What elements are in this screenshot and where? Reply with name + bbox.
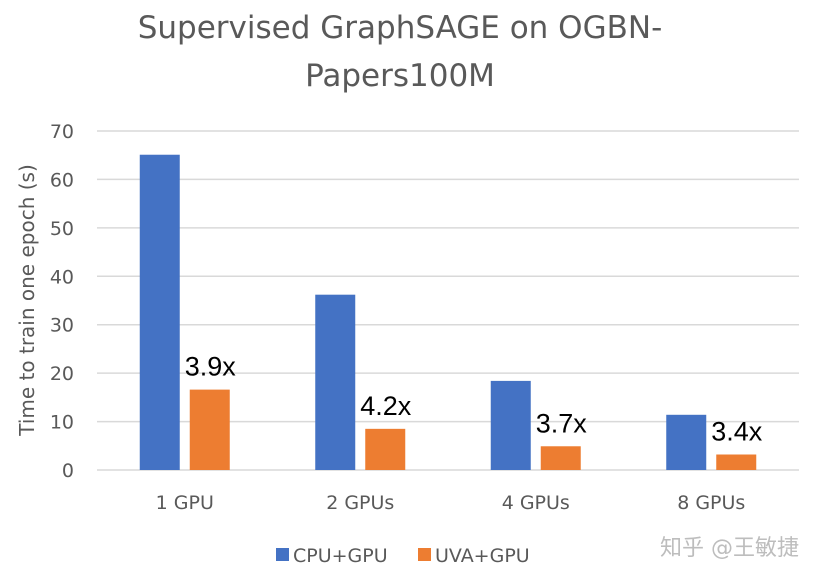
- x-tick-label: 4 GPUs: [502, 492, 570, 514]
- y-tick-label: 20: [50, 363, 74, 385]
- bar-cpu-gpu: [666, 414, 707, 470]
- y-tick-label: 60: [50, 169, 74, 191]
- y-tick-label: 10: [50, 412, 74, 434]
- x-tick-label: 2 GPUs: [326, 492, 394, 514]
- speedup-annotation: 4.2x: [360, 391, 412, 421]
- y-axis-label: Time to train one epoch (s): [15, 164, 39, 437]
- legend-label: CPU+GPU: [293, 545, 388, 567]
- chart-title-line-2: Papers100M: [305, 58, 495, 94]
- x-tick-label: 8 GPUs: [677, 492, 745, 514]
- speedup-annotation: 3.4x: [711, 417, 763, 447]
- bar-uva-gpu: [540, 446, 581, 470]
- legend-label: UVA+GPU: [435, 545, 530, 567]
- chart-title-line-1: Supervised GraphSAGE on OGBN-: [137, 10, 663, 46]
- y-tick-label: 70: [50, 121, 74, 143]
- speedup-annotation: 3.7x: [536, 408, 588, 438]
- x-tick-label: 1 GPU: [156, 492, 214, 514]
- bar-uva-gpu: [365, 428, 406, 470]
- bar-cpu-gpu: [139, 154, 180, 471]
- legend-swatch: [418, 548, 431, 561]
- y-tick-label: 40: [50, 266, 74, 288]
- y-tick-label: 50: [50, 218, 74, 240]
- bar-uva-gpu: [716, 454, 757, 470]
- bar-cpu-gpu: [315, 294, 356, 470]
- bar-uva-gpu: [189, 389, 230, 470]
- y-tick-label: 0: [62, 460, 74, 482]
- watermark: 知乎 @王敏捷: [660, 536, 799, 561]
- speedup-annotation: 3.9x: [185, 352, 237, 382]
- y-tick-label: 30: [50, 315, 74, 337]
- bar-cpu-gpu: [490, 380, 531, 470]
- legend-swatch: [276, 548, 289, 561]
